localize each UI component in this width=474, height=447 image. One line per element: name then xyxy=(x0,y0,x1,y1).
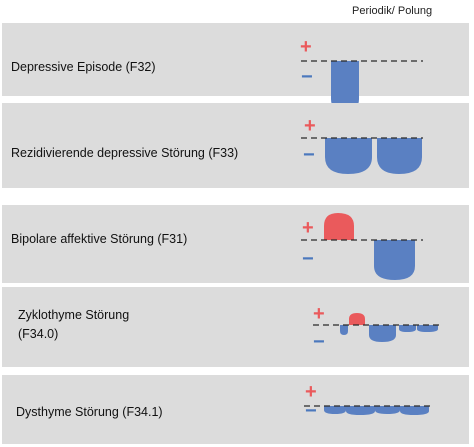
dysthymia-dip-shape xyxy=(346,406,375,415)
dysthymia-dip-shape xyxy=(340,325,348,335)
row-depressive-episode: Depressive Episode (F32) + − xyxy=(2,23,469,111)
row-label: Bipolare affektive Störung (F31) xyxy=(11,232,188,246)
dysthymia-dip-shape xyxy=(324,406,346,414)
plus-sign-icon: + xyxy=(304,115,316,137)
mood-course-diagram xyxy=(313,313,440,342)
row-label: Rezidivierende depressive Störung (F33) xyxy=(11,146,239,160)
dysthymia-dip-shape xyxy=(417,325,438,332)
plus-sign-icon: + xyxy=(302,217,314,239)
hypomania-phase-shape xyxy=(349,313,365,325)
plus-sign-icon: + xyxy=(300,36,312,58)
minus-sign-icon: − xyxy=(305,400,317,422)
depression-phase-shape xyxy=(331,61,359,111)
minus-sign-icon: − xyxy=(313,331,325,353)
depression-phase-shape xyxy=(377,138,422,174)
dysthymia-dip-shape xyxy=(400,406,429,415)
row-label: Zyklothyme Störung (F34.0) xyxy=(18,308,130,341)
row-dysthyme-stoerung: Dysthyme Störung (F34.1) + − xyxy=(2,375,469,444)
minus-sign-icon: − xyxy=(302,248,314,270)
mood-course-diagram xyxy=(301,60,423,111)
header-periodik-polung: Periodik/ Polung xyxy=(352,5,433,17)
depression-phase-shape xyxy=(369,325,396,342)
minus-sign-icon: − xyxy=(303,144,315,166)
plus-sign-icon: + xyxy=(305,381,317,403)
dysthymia-dip-shape xyxy=(399,325,416,332)
row-zyklothyme-stoerung: Zyklothyme Störung (F34.0) + − xyxy=(2,287,469,367)
plus-sign-icon: + xyxy=(313,303,325,325)
mood-course-diagram xyxy=(301,137,423,174)
row-rezidivierende-depressive-stoerung: Rezidivierende depressive Störung (F33) … xyxy=(2,103,469,188)
depression-phase-shape xyxy=(374,240,415,280)
mood-course-diagram xyxy=(304,405,430,415)
depression-phase-shape xyxy=(325,138,372,174)
row-bipolare-affektive-stoerung: Bipolare affektive Störung (F31) + − xyxy=(2,205,469,283)
mania-phase-shape xyxy=(324,213,354,240)
minus-sign-icon: − xyxy=(301,66,313,88)
mood-course-diagram xyxy=(301,213,423,280)
dysthymia-dip-shape xyxy=(375,406,400,414)
row-label: Dysthyme Störung (F34.1) xyxy=(16,405,163,419)
row-label: Depressive Episode (F32) xyxy=(11,60,156,74)
